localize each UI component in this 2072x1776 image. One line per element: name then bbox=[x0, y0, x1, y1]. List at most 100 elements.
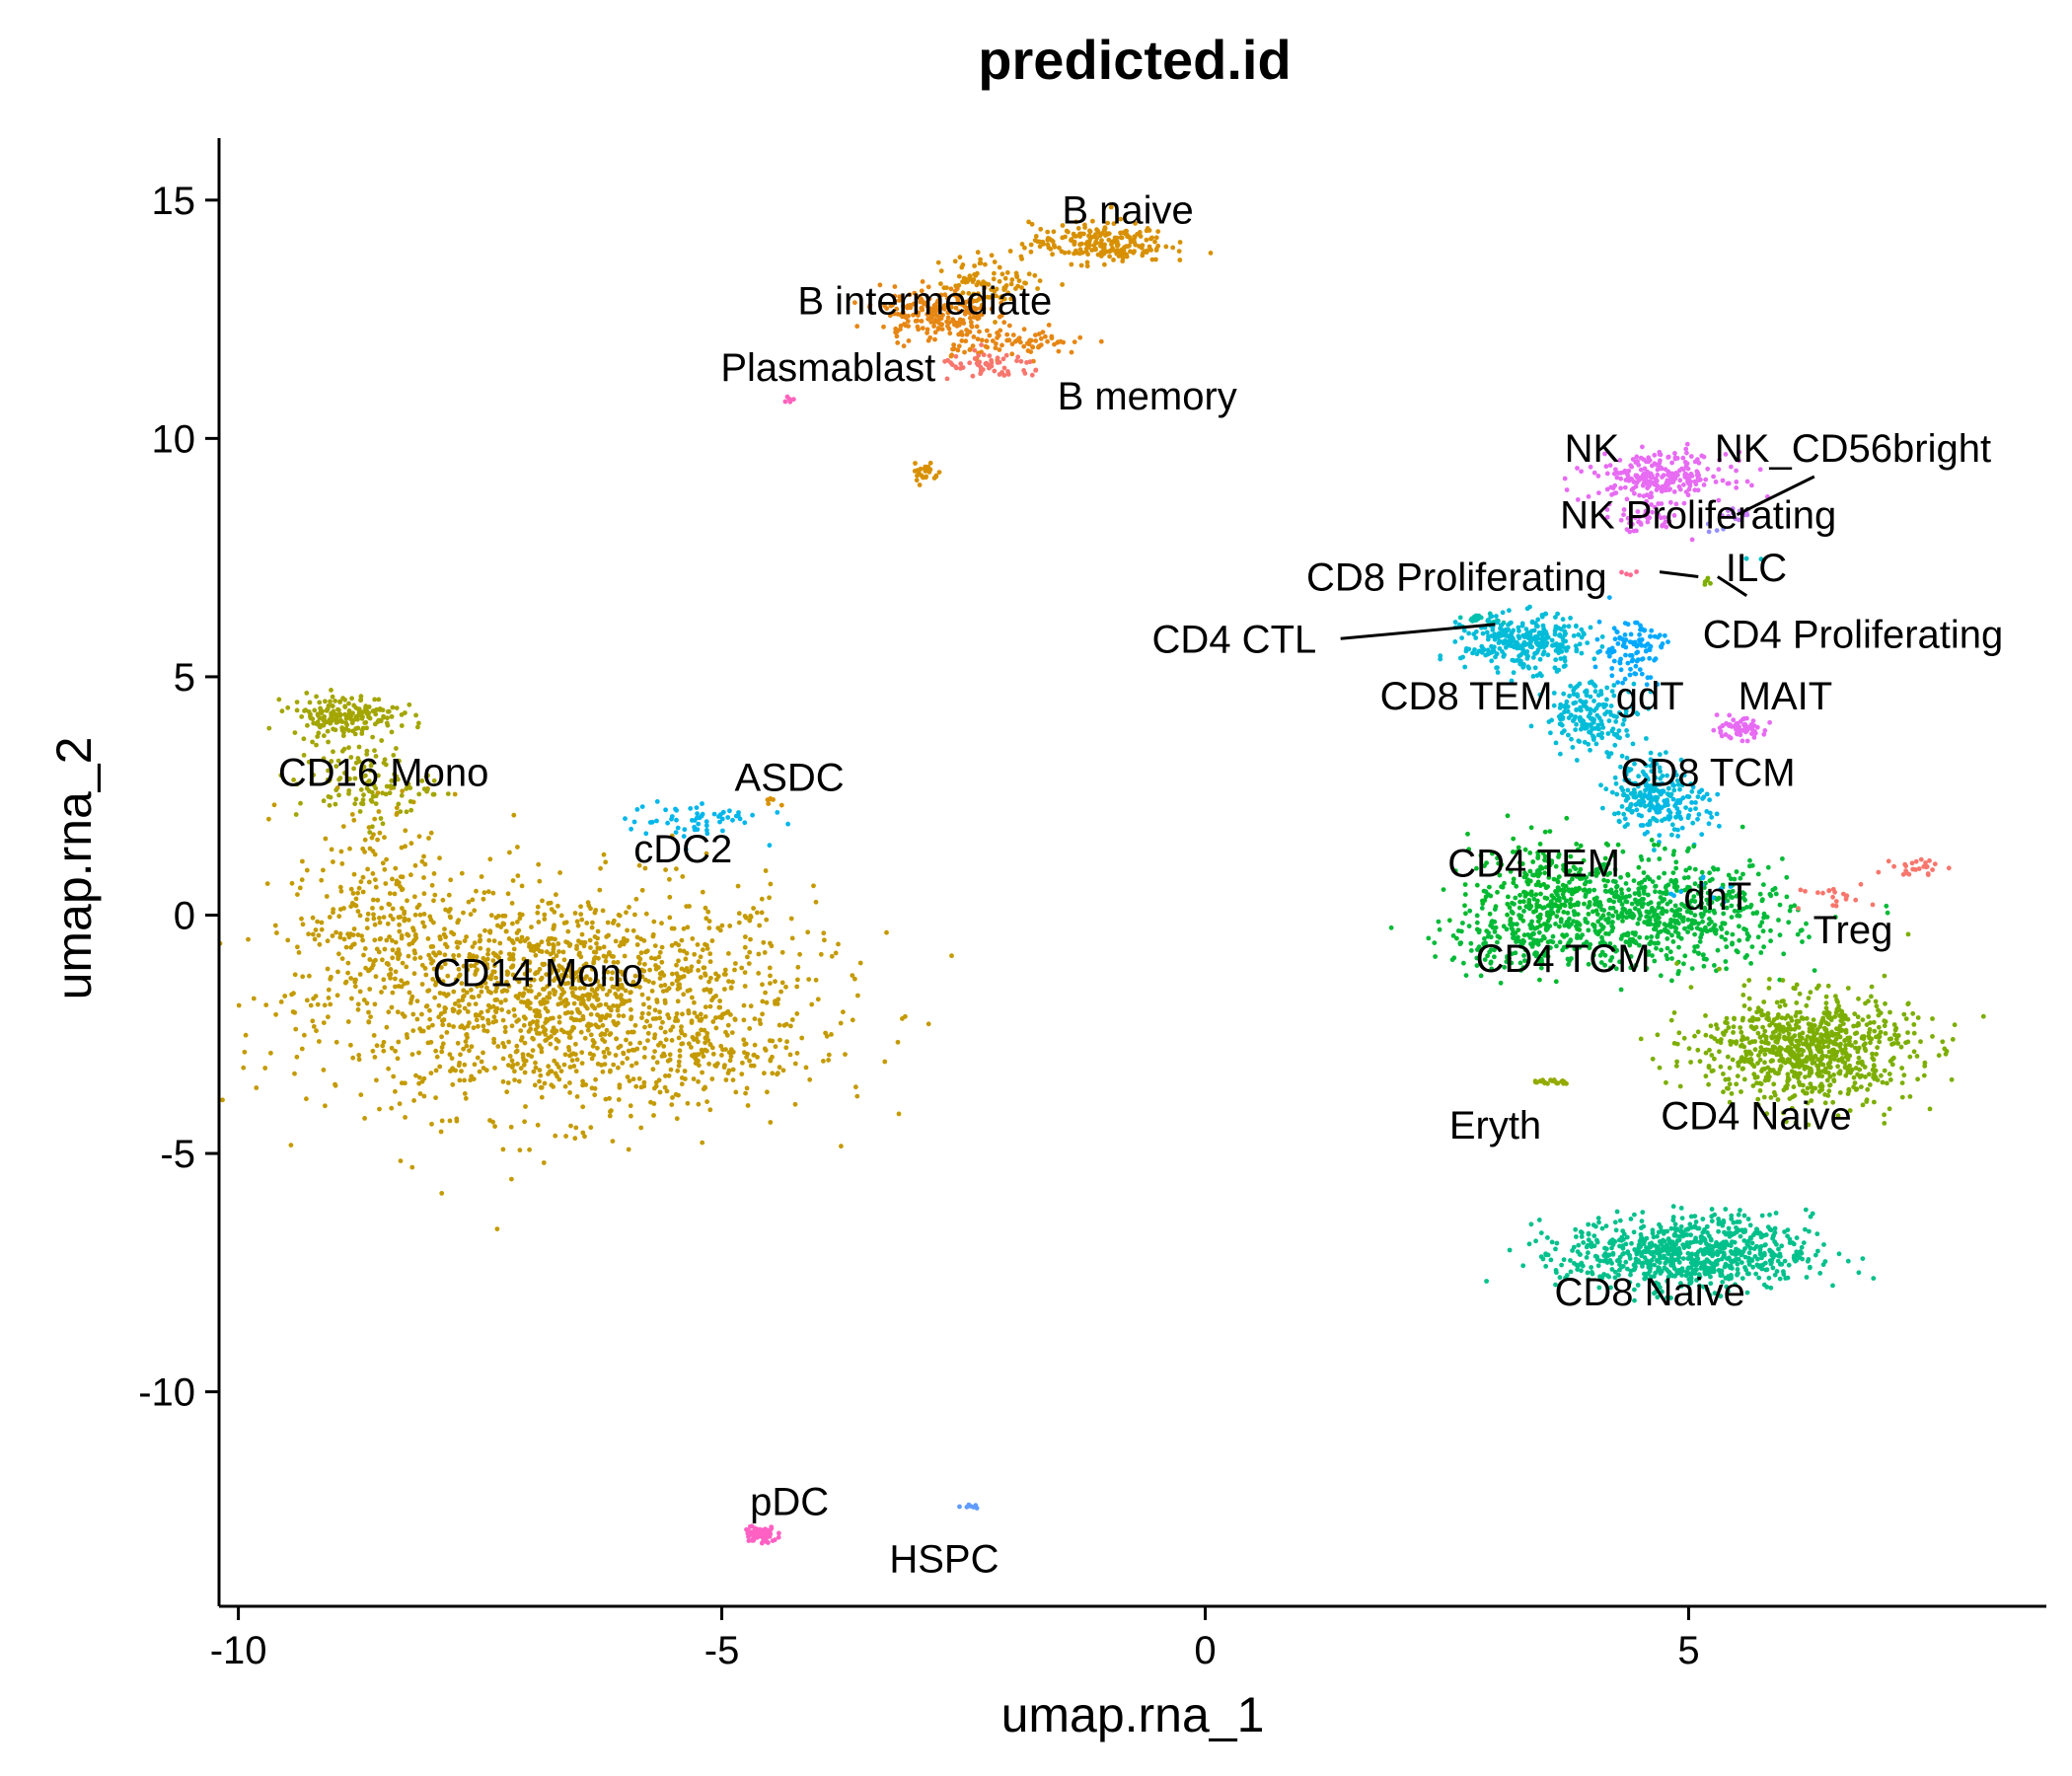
data-point bbox=[1724, 721, 1729, 726]
data-point bbox=[1729, 464, 1734, 470]
data-point bbox=[537, 1012, 543, 1018]
data-point bbox=[295, 944, 300, 950]
data-point bbox=[622, 953, 628, 959]
data-point bbox=[1546, 875, 1552, 880]
data-point bbox=[1575, 912, 1581, 917]
data-point bbox=[503, 928, 509, 934]
data-point bbox=[1497, 872, 1503, 878]
data-point bbox=[1695, 457, 1700, 462]
data-point bbox=[367, 987, 373, 992]
data-point bbox=[954, 286, 960, 292]
data-point bbox=[1622, 632, 1628, 637]
data-point bbox=[1676, 814, 1682, 820]
data-point bbox=[1665, 455, 1671, 460]
data-point bbox=[1077, 247, 1083, 253]
data-point bbox=[397, 952, 403, 957]
data-point bbox=[1625, 787, 1631, 793]
data-point bbox=[294, 1054, 300, 1060]
data-point bbox=[1641, 799, 1647, 805]
data-point bbox=[342, 703, 347, 709]
data-point bbox=[1499, 884, 1504, 890]
data-point bbox=[763, 990, 768, 996]
data-point bbox=[535, 1122, 541, 1128]
data-point bbox=[853, 1084, 858, 1090]
data-point bbox=[985, 328, 990, 333]
data-point bbox=[1611, 471, 1617, 477]
data-point bbox=[458, 1024, 464, 1030]
data-point bbox=[1618, 667, 1624, 673]
data-point bbox=[670, 981, 675, 987]
data-point bbox=[1696, 950, 1701, 956]
data-point bbox=[542, 987, 547, 992]
data-point bbox=[1036, 332, 1042, 336]
data-point bbox=[567, 964, 573, 970]
data-point bbox=[1671, 918, 1676, 924]
data-point bbox=[512, 1069, 517, 1074]
data-point bbox=[951, 319, 957, 325]
data-point bbox=[607, 1113, 613, 1119]
data-point bbox=[361, 998, 367, 1002]
data-point bbox=[821, 930, 827, 936]
data-point bbox=[660, 1019, 665, 1025]
data-point bbox=[333, 764, 339, 769]
data-point bbox=[609, 976, 615, 982]
data-point bbox=[642, 1045, 647, 1051]
data-point bbox=[1628, 954, 1634, 959]
data-point bbox=[293, 812, 299, 817]
data-point bbox=[387, 972, 392, 978]
data-point bbox=[1681, 961, 1686, 967]
data-point bbox=[509, 901, 515, 906]
data-point bbox=[769, 1525, 775, 1531]
data-point bbox=[676, 977, 682, 982]
data-point bbox=[1612, 636, 1618, 642]
data-point bbox=[514, 936, 520, 942]
data-point bbox=[299, 714, 305, 719]
data-point bbox=[397, 928, 403, 934]
data-point bbox=[1611, 626, 1617, 631]
data-point bbox=[1681, 500, 1687, 506]
data-point bbox=[593, 1076, 598, 1082]
data-point bbox=[928, 320, 934, 325]
data-point bbox=[901, 343, 907, 349]
data-point bbox=[599, 984, 605, 990]
data-point bbox=[651, 1101, 657, 1106]
data-point bbox=[364, 709, 370, 714]
data-point bbox=[1105, 220, 1110, 226]
data-point bbox=[1699, 914, 1705, 920]
data-point bbox=[884, 929, 889, 935]
data-point bbox=[1648, 757, 1654, 763]
data-point bbox=[799, 1035, 805, 1041]
data-point bbox=[504, 969, 510, 975]
data-point bbox=[666, 986, 672, 992]
data-point bbox=[422, 861, 428, 867]
data-point bbox=[1026, 219, 1031, 225]
data-point bbox=[1598, 960, 1604, 965]
data-point bbox=[613, 992, 619, 997]
data-point bbox=[443, 907, 448, 913]
data-point bbox=[1622, 777, 1628, 782]
data-point bbox=[1609, 666, 1615, 671]
data-point bbox=[1627, 672, 1633, 678]
data-point bbox=[440, 979, 446, 984]
data-point bbox=[584, 1005, 590, 1011]
data-point bbox=[1707, 916, 1712, 922]
data-point bbox=[355, 756, 361, 761]
data-point bbox=[1565, 910, 1571, 916]
data-point bbox=[364, 725, 369, 731]
data-point bbox=[352, 984, 358, 990]
data-point bbox=[607, 1032, 613, 1037]
data-point bbox=[350, 1055, 356, 1061]
data-point bbox=[938, 292, 944, 298]
data-point bbox=[333, 699, 337, 703]
data-point bbox=[544, 949, 550, 955]
data-point bbox=[439, 1191, 445, 1196]
data-point bbox=[944, 319, 949, 325]
data-point bbox=[721, 972, 727, 977]
data-point bbox=[610, 970, 616, 976]
data-point bbox=[330, 933, 335, 938]
data-point bbox=[1611, 658, 1617, 664]
data-point bbox=[1602, 941, 1608, 946]
data-point bbox=[1689, 788, 1695, 794]
data-point bbox=[696, 968, 701, 973]
data-point bbox=[1606, 911, 1611, 917]
